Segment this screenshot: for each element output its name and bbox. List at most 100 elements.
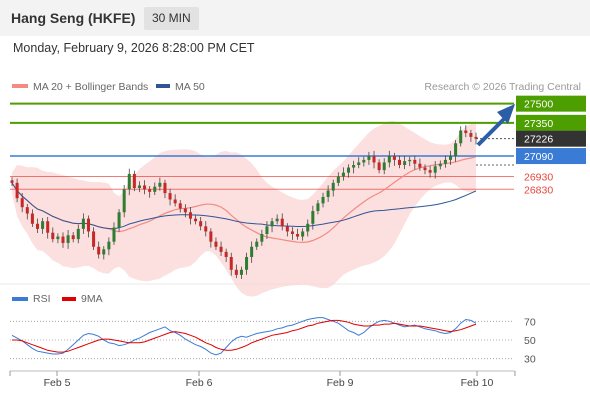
candle-body — [362, 159, 366, 163]
candle-body — [76, 228, 80, 240]
candle-body — [61, 236, 65, 243]
candle-body — [81, 218, 85, 229]
candle-body — [30, 213, 34, 224]
candle-body — [153, 186, 157, 192]
x-tick-label: Feb 5 — [44, 377, 71, 389]
ma50-legend-label: MA 50 — [175, 81, 205, 93]
level-lines — [10, 102, 514, 190]
rsi-tick-label: 70 — [524, 316, 536, 328]
resistance-label-box — [516, 114, 586, 131]
candle-body — [188, 212, 192, 219]
candle-body — [122, 189, 126, 213]
candle-body — [194, 218, 198, 222]
candle-body — [448, 156, 453, 160]
interval-button[interactable]: 30 MIN — [144, 7, 199, 30]
rsi-line — [11, 317, 477, 356]
instrument-title: Hang Seng (HKFE) — [11, 10, 136, 26]
candle-body — [239, 269, 243, 275]
candle-body — [352, 165, 356, 168]
candle-body — [423, 167, 427, 171]
candle-body — [311, 211, 315, 224]
bollinger-band-fill — [12, 121, 476, 297]
candle-body — [209, 231, 213, 242]
candle-body — [92, 231, 96, 247]
candle-body — [41, 221, 45, 229]
candle-body — [56, 236, 60, 240]
candle-body — [285, 226, 289, 232]
candle-body — [474, 136, 478, 139]
candle-body — [398, 159, 402, 165]
x-tick-label: Feb 9 — [327, 377, 354, 389]
candle-body — [469, 133, 473, 137]
candle-body — [357, 162, 361, 165]
candle-body — [245, 257, 249, 270]
candle-body — [97, 246, 101, 255]
candle-body — [117, 212, 121, 228]
candle-body — [86, 218, 90, 232]
candles — [10, 125, 478, 279]
candle-body — [464, 130, 468, 134]
ma20-legend-label: MA 20 + Bollinger Bands — [33, 81, 148, 93]
candle-body — [173, 199, 177, 204]
candle-body — [35, 223, 40, 229]
candle-body — [428, 170, 432, 173]
candle-body — [367, 156, 371, 160]
candle-body — [25, 207, 29, 214]
candle-body — [336, 176, 340, 183]
candle-body — [275, 218, 279, 222]
x-axis: Feb 5 Feb 6 Feb 9 Feb 10 — [9, 370, 516, 389]
candle-body — [306, 223, 310, 232]
candle-body — [382, 162, 386, 171]
bollinger-band — [12, 121, 476, 297]
candle-body — [143, 185, 147, 190]
candle-body — [20, 198, 24, 208]
candle-body — [178, 203, 182, 209]
candle-body — [250, 246, 254, 257]
candle-body — [316, 203, 320, 211]
candle-body — [127, 173, 131, 190]
candle-body — [71, 235, 75, 240]
candle-body — [107, 241, 111, 250]
candle-body — [229, 257, 233, 270]
candle-body — [260, 234, 264, 242]
candle-body — [403, 161, 407, 165]
candle-body — [413, 159, 417, 164]
candle-body — [438, 163, 442, 167]
current-price-label: 27226 — [524, 134, 553, 146]
candle-body — [102, 249, 106, 255]
candle-body — [301, 231, 305, 237]
candle-body — [148, 189, 152, 192]
candle-body — [46, 221, 50, 233]
candle-body — [392, 156, 396, 160]
candle-body — [387, 156, 391, 163]
candle-body — [51, 232, 55, 240]
resistance-label-box — [516, 95, 586, 112]
candle-body — [443, 159, 447, 164]
candle-body — [377, 162, 381, 171]
rsi-ma-legend-label: 9MA — [81, 293, 103, 305]
candle-body — [347, 167, 351, 173]
candle-body — [296, 234, 300, 237]
candle-body — [219, 246, 223, 252]
main-legend: MA 20 + Bollinger Bands MA 50 Research ©… — [12, 81, 581, 93]
candle-body — [255, 241, 259, 247]
rsi-panel: 70 50 30 — [10, 316, 536, 366]
support-label: 26830 — [524, 184, 553, 196]
candle-body — [204, 226, 208, 232]
candle-body — [433, 166, 437, 173]
resistance-label: 27500 — [524, 99, 553, 111]
candle-body — [321, 196, 325, 204]
resistance-label: 27350 — [524, 118, 553, 130]
x-tick-label: Feb 6 — [186, 377, 213, 389]
pivot-label: 27090 — [524, 151, 553, 163]
credit-text: Research © 2026 Trading Central — [424, 81, 581, 93]
candle-body — [132, 173, 136, 188]
datetime-label: Monday, February 9, 2026 8:28:00 PM CET — [13, 41, 255, 55]
candle-body — [326, 190, 330, 197]
candle-body — [199, 221, 203, 227]
candle-body — [341, 172, 345, 177]
candle-body — [280, 218, 284, 227]
rsi-legend: RSI 9MA — [12, 293, 103, 305]
candle-body — [331, 182, 335, 191]
